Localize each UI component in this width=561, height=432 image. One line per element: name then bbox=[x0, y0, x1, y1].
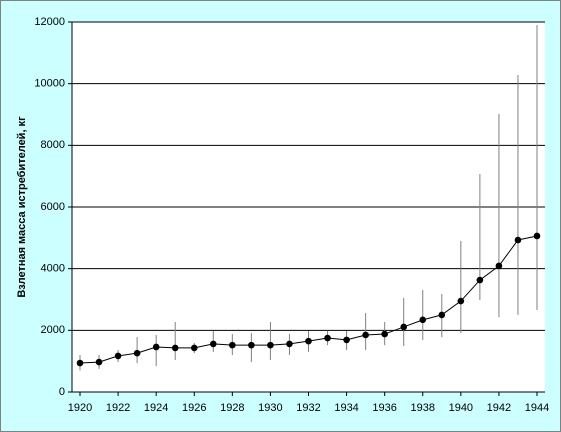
data-point bbox=[514, 236, 522, 244]
data-point bbox=[114, 352, 122, 360]
x-tick-label: 1944 bbox=[525, 402, 549, 414]
y-tick-label: 6000 bbox=[41, 201, 65, 213]
data-point bbox=[286, 340, 293, 348]
x-tick-label: 1930 bbox=[258, 402, 282, 414]
data-point bbox=[533, 232, 541, 240]
y-tick-label: 8000 bbox=[41, 139, 65, 151]
data-point bbox=[343, 336, 350, 344]
data-point bbox=[362, 331, 369, 339]
x-tick-label: 1920 bbox=[68, 402, 92, 414]
data-point bbox=[381, 330, 388, 338]
data-point bbox=[152, 343, 160, 351]
data-point bbox=[400, 323, 408, 331]
y-tick-label: 2000 bbox=[41, 324, 65, 336]
data-point bbox=[457, 297, 465, 305]
x-tick-label: 1922 bbox=[106, 402, 130, 414]
data-point bbox=[476, 276, 484, 284]
data-point bbox=[419, 316, 427, 324]
data-point bbox=[438, 311, 446, 319]
y-tick-label: 12000 bbox=[34, 16, 65, 28]
x-tick-label: 1926 bbox=[182, 402, 206, 414]
data-point bbox=[133, 349, 141, 357]
y-axis-label: Взлетная масса истребителей, кг bbox=[16, 116, 28, 298]
y-tick-label: 10000 bbox=[34, 78, 65, 90]
data-point bbox=[495, 262, 503, 270]
y-tick-label: 0 bbox=[59, 386, 65, 398]
data-point bbox=[324, 334, 331, 342]
x-tick-label: 1942 bbox=[487, 402, 511, 414]
data-point bbox=[267, 341, 274, 349]
data-point bbox=[229, 341, 236, 349]
x-tick-label: 1938 bbox=[411, 402, 435, 414]
data-point bbox=[248, 341, 255, 349]
y-tick-label: 4000 bbox=[41, 263, 65, 275]
data-point bbox=[95, 358, 103, 366]
x-tick-label: 1932 bbox=[296, 402, 320, 414]
data-point bbox=[190, 344, 198, 352]
x-tick-label: 1924 bbox=[144, 402, 168, 414]
data-point bbox=[171, 344, 179, 352]
data-point bbox=[305, 337, 312, 345]
data-point bbox=[209, 340, 217, 348]
x-tick-label: 1936 bbox=[372, 402, 396, 414]
x-tick-label: 1928 bbox=[220, 402, 244, 414]
x-tick-label: 1940 bbox=[449, 402, 473, 414]
x-tick-label: 1934 bbox=[334, 402, 358, 414]
data-point bbox=[76, 359, 84, 367]
